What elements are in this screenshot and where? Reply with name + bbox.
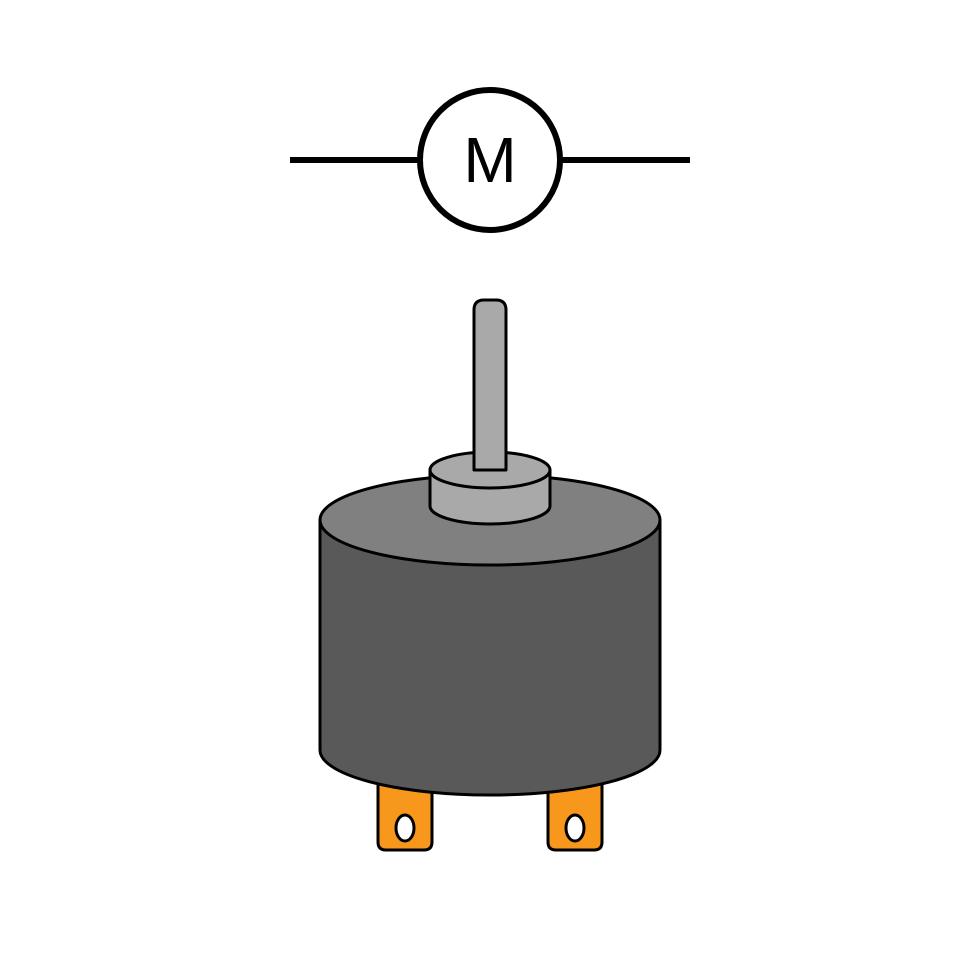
- schematic-motor-symbol: M: [290, 90, 690, 230]
- motor-diagram-svg: M: [0, 0, 980, 980]
- motor-illustration: [320, 300, 660, 850]
- diagram-canvas: M: [0, 0, 980, 980]
- symbol-label: M: [463, 124, 516, 196]
- motor-shaft: [474, 300, 506, 470]
